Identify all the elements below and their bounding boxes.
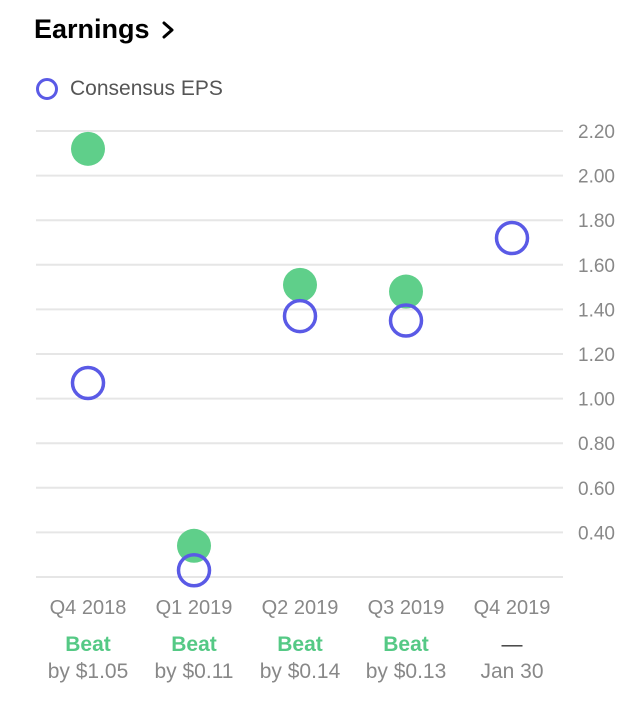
chart-legend: Consensus EPS <box>36 77 223 101</box>
consensus-eps-point <box>388 303 424 338</box>
legend-label-consensus: Consensus EPS <box>70 77 223 100</box>
y-tick-label: 1.80 <box>578 211 615 232</box>
earnings-header[interactable]: Earnings <box>34 14 174 45</box>
page-title: Earnings <box>34 14 150 44</box>
y-tick-label: 1.40 <box>578 300 615 321</box>
y-tick-label: 0.80 <box>578 434 615 455</box>
consensus-eps-point <box>70 365 106 401</box>
x-tick-label: Q4 2018 <box>50 597 127 619</box>
y-tick-label: 1.60 <box>578 256 615 277</box>
y-tick-label: 2.00 <box>578 167 615 188</box>
consensus-eps-point <box>176 553 212 588</box>
result-detail-label: by $0.13 <box>366 660 447 683</box>
y-tick-label: 1.00 <box>578 390 615 411</box>
consensus-ring-icon <box>36 78 58 100</box>
chevron-right-icon <box>162 21 174 44</box>
actual-eps-point <box>389 274 423 309</box>
result-status-label: Beat <box>171 633 217 656</box>
consensus-eps-point <box>494 220 530 256</box>
x-tick-label: Q1 2019 <box>156 597 233 619</box>
result-status-label: Beat <box>383 633 429 656</box>
result-status-label: — <box>502 633 523 656</box>
result-detail-label: by $0.14 <box>260 660 341 683</box>
result-status-label: Beat <box>65 633 111 656</box>
x-tick-label: Q4 2019 <box>474 597 551 619</box>
result-detail-label: Jan 30 <box>480 660 543 683</box>
y-tick-label: 2.20 <box>578 122 615 143</box>
consensus-eps-point <box>282 298 318 334</box>
actual-eps-point <box>283 267 317 302</box>
actual-eps-point <box>177 528 211 563</box>
result-detail-label: by $0.11 <box>154 660 233 683</box>
x-tick-label: Q2 2019 <box>262 597 339 619</box>
y-tick-label: 1.20 <box>578 345 615 366</box>
result-status-label: Beat <box>277 633 323 656</box>
result-detail-label: by $1.05 <box>48 660 129 683</box>
y-tick-label: 0.60 <box>578 479 615 500</box>
y-tick-label: 0.40 <box>578 523 615 544</box>
x-tick-label: Q3 2019 <box>368 597 445 619</box>
actual-eps-point <box>71 131 105 166</box>
